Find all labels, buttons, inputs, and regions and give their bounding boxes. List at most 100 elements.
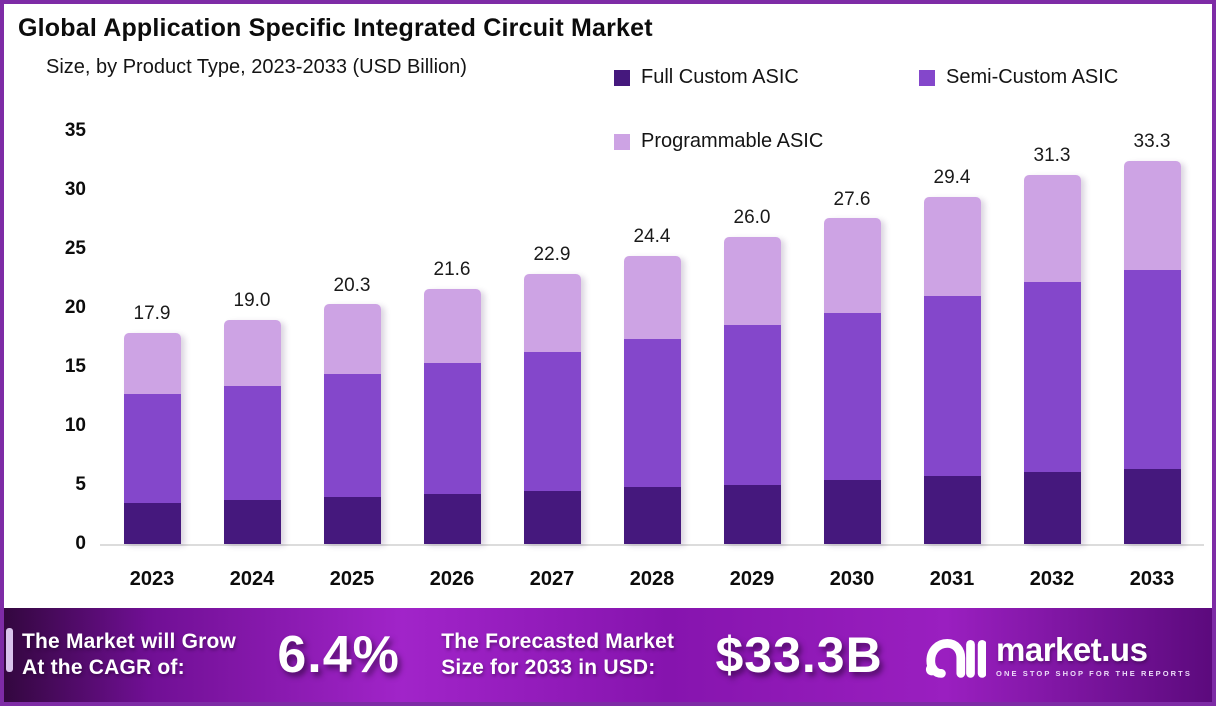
legend-swatch-programmable-asic [614,133,630,150]
x-axis-label: 2025 [329,568,375,590]
bar-segment-programmable-asic [323,304,381,375]
cagr-label-line1: The Market will Grow [22,630,237,654]
bar-segment-full-custom-asic [623,487,681,544]
bar-stack [423,289,481,544]
bar-total-label: 22.9 [533,243,571,265]
bar-group-2025: 20.3 2025 [302,131,402,590]
bar-stack [1023,174,1081,544]
bar-segment-semi-custom-asic [923,296,981,476]
legend-item-programmable-asic: Programmable ASIC [614,130,919,153]
legend-label: Programmable ASIC [641,130,824,152]
y-tick-label: 35 [64,120,86,141]
bar-group-2032: 31.3 2032 [1002,131,1102,590]
cagr-label: The Market will Grow At the CAGR of: [22,629,236,680]
bar-segment-full-custom-asic [523,490,581,544]
bar-group-2031: 29.4 2031 [902,131,1002,590]
bar-segment-semi-custom-asic [323,374,381,497]
bar-stack [623,256,681,544]
bar-total-label: 21.6 [433,259,471,281]
legend-swatch-semi-custom-asic [919,69,935,86]
bar-segment-semi-custom-asic [423,363,481,495]
bar-segment-programmable-asic [123,332,181,395]
x-axis-label: 2029 [729,568,775,590]
bar-segment-programmable-asic [723,237,781,325]
bar-segment-semi-custom-asic [823,312,881,481]
x-axis-label: 2026 [429,568,475,590]
bar-group-2030: 27.6 2030 [802,131,902,590]
bar-stack [223,319,281,544]
banner-accent-strip [6,628,13,672]
bar-group-2023: 17.9 2023 [102,131,202,590]
bar-total-label: 19.0 [233,289,271,311]
bar-segment-semi-custom-asic [223,385,281,501]
bar-segment-semi-custom-asic [1023,282,1081,473]
legend-label: Full Custom ASIC [641,66,799,88]
bar-stack [123,332,181,544]
x-axis-label: 2031 [929,568,975,590]
x-axis-label: 2028 [629,568,675,590]
bar-group-2029: 26.0 2029 [702,131,802,590]
legend-item-full-custom-asic: Full Custom ASIC [614,66,919,89]
legend-item-semi-custom-asic: Semi-Custom ASIC [919,66,1118,89]
x-axis-label: 2027 [529,568,575,590]
cagr-value: 6.4% [277,626,400,684]
bar-stack [323,304,381,544]
bar-segment-programmable-asic [423,289,481,364]
bar-segment-programmable-asic [923,197,981,297]
legend: Full Custom ASIC Semi-Custom ASIC Progra… [614,66,1118,194]
bar-group-2027: 22.9 2027 [502,131,602,590]
footer-banner: The Market will Grow At the CAGR of: 6.4… [4,608,1212,702]
forecast-label-line1: The Forecasted Market [441,630,675,654]
bar-segment-full-custom-asic [723,485,781,544]
y-tick-label: 30 [64,179,86,200]
bar-segment-programmable-asic [523,273,581,352]
bar-segment-programmable-asic [223,319,281,386]
legend-row-1: Full Custom ASIC Semi-Custom ASIC [614,66,1118,89]
x-axis-label: 2033 [1129,568,1175,590]
forecast-value: $33.3B [715,627,883,683]
bar-segment-programmable-asic [1023,174,1081,283]
bar-segment-full-custom-asic [1023,472,1081,544]
bar-group-2026: 21.6 2026 [402,131,502,590]
bar-stack [823,218,881,544]
bar-stack [923,197,981,544]
y-axis: 0 5 10 15 20 25 30 35 [24,120,86,554]
page-subtitle: Size, by Product Type, 2023-2033 (USD Bi… [46,56,467,78]
y-tick-label: 20 [64,297,86,318]
x-axis-label: 2032 [1029,568,1075,590]
brand-name: market.us [996,630,1148,668]
brand-logo: market.us ONE STOP SHOP FOR THE REPORTS [924,630,1192,680]
legend-row-2: Programmable ASIC [614,130,1118,153]
bar-segment-full-custom-asic [123,502,181,544]
cagr-label-line2: At the CAGR of: [22,656,185,679]
bar-total-label: 24.4 [633,226,671,248]
bar-segment-programmable-asic [623,256,681,339]
x-axis-line [100,544,1204,546]
bar-segment-full-custom-asic [323,496,381,544]
market-us-logo-icon [925,639,987,678]
x-axis-label: 2024 [229,568,275,590]
bar-stack [1123,160,1181,544]
brand-text: market.us ONE STOP SHOP FOR THE REPORTS [996,633,1192,678]
bar-stack [723,237,781,544]
bar-group-2033: 33.3 2033 [1102,131,1202,590]
x-axis-label: 2023 [129,568,175,590]
brand-tagline: ONE STOP SHOP FOR THE REPORTS [996,668,1192,678]
forecast-label: The Forecasted Market Size for 2033 in U… [441,629,674,680]
bar-total-label: 31.3 [1033,144,1071,166]
bar-total-label: 20.3 [333,274,371,296]
bars: 17.9 2023 19.0 2024 20.3 2025 21.6 2026 22.9 2027… [102,131,1202,590]
bar-segment-full-custom-asic [423,494,481,544]
bar-segment-semi-custom-asic [623,338,681,488]
bar-segment-full-custom-asic [823,480,881,544]
bar-group-2028: 24.4 2028 [602,131,702,590]
bar-total-label: 29.4 [933,167,971,189]
bar-segment-semi-custom-asic [123,394,181,503]
bar-segment-semi-custom-asic [1123,270,1181,470]
forecast-label-line2: Size for 2033 in USD: [441,656,656,679]
x-axis-label: 2030 [829,568,875,590]
y-tick-label: 15 [64,356,86,377]
y-tick-label: 0 [75,533,86,554]
bar-segment-full-custom-asic [1123,469,1181,544]
